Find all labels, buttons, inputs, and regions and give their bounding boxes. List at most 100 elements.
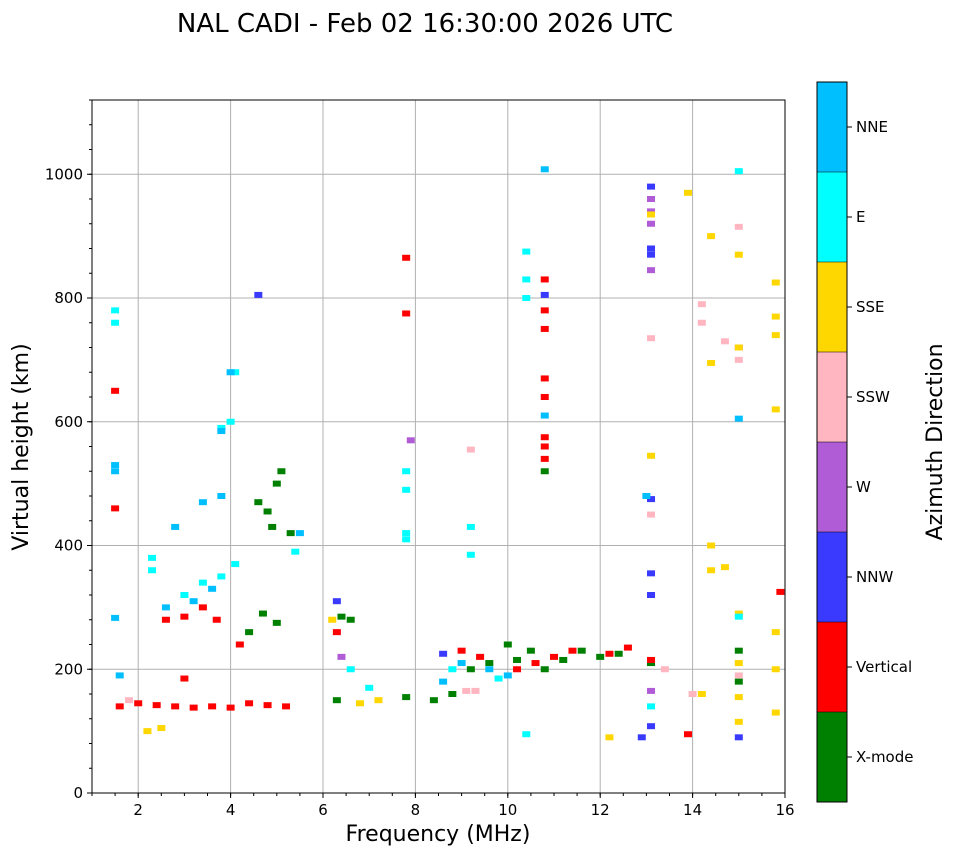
- data-point-sse: [771, 313, 780, 320]
- data-point-x-mode: [286, 530, 295, 537]
- grid-lines: [92, 100, 785, 793]
- data-point-vertical: [550, 653, 558, 660]
- data-point-vertical: [402, 310, 411, 317]
- data-point-vertical: [776, 588, 785, 595]
- data-point-w: [337, 653, 346, 660]
- data-point-vertical: [457, 647, 466, 654]
- data-point-nne: [217, 493, 226, 499]
- data-point-x-mode: [596, 653, 605, 660]
- data-point-sse: [734, 718, 743, 725]
- data-point-w: [647, 220, 656, 227]
- data-point-e: [494, 675, 503, 682]
- data-point-sse: [734, 660, 743, 667]
- data-point-sse: [707, 359, 716, 366]
- y-tick-label: 800: [54, 289, 83, 307]
- colorbar-tick-label: Vertical: [856, 658, 912, 676]
- data-point-nnw: [647, 723, 656, 730]
- data-point-sse: [734, 344, 743, 351]
- plot-area: [92, 100, 785, 793]
- data-point-vertical: [171, 703, 180, 710]
- colorbar-segment: [817, 172, 847, 262]
- data-point-ssw: [660, 666, 669, 673]
- data-point-e: [466, 523, 475, 530]
- data-point-vertical: [540, 276, 549, 283]
- data-point-sse: [734, 251, 743, 258]
- data-point-e: [231, 369, 240, 376]
- data-point-sse: [605, 734, 614, 741]
- data-point-sse: [355, 700, 364, 707]
- data-point-e: [734, 168, 743, 175]
- data-point-x-mode: [263, 508, 272, 515]
- data-point-ssw: [124, 697, 133, 704]
- chart-title: NAL CADI - Feb 02 16:30:00 2026 UTC: [177, 9, 673, 39]
- data-point-ssw: [720, 338, 729, 345]
- data-point-sse: [720, 564, 729, 571]
- x-axis-ticks: 2 4 6 8 10 12 14 16: [91, 793, 795, 819]
- data-point-vertical: [683, 731, 692, 738]
- colorbar-tick-label: NNW: [856, 568, 893, 586]
- data-point-x-mode: [614, 650, 623, 657]
- colorbar-tick-label: NNE: [856, 118, 888, 136]
- data-point-ssw: [697, 301, 706, 308]
- data-point-sse: [143, 728, 152, 735]
- data-point-vertical: [115, 703, 124, 710]
- data-point-sse: [771, 709, 780, 716]
- data-point-vertical: [568, 647, 577, 654]
- data-point-e: [148, 567, 157, 574]
- data-point-nne: [111, 462, 120, 469]
- data-point-e: [647, 703, 656, 710]
- data-point-w: [647, 267, 656, 274]
- data-point-sse: [328, 616, 337, 623]
- y-tick-label: 600: [54, 413, 83, 431]
- data-point-vertical: [540, 307, 549, 314]
- data-point-ssw: [734, 672, 743, 679]
- data-point-sse: [771, 332, 780, 339]
- data-point-x-mode: [577, 647, 586, 654]
- data-point-nne: [457, 660, 466, 667]
- data-point-x-mode: [734, 647, 743, 654]
- data-point-sse: [683, 189, 692, 196]
- data-point-nnw: [540, 291, 549, 298]
- data-point-vertical: [605, 650, 614, 657]
- data-point-nne: [161, 604, 170, 611]
- data-point-x-mode: [429, 697, 438, 704]
- data-point-vertical: [540, 325, 549, 332]
- data-point-nnw: [647, 496, 656, 503]
- data-point-x-mode: [526, 647, 535, 654]
- data-point-vertical: [540, 443, 549, 450]
- data-point-sse: [707, 233, 716, 240]
- data-point-vertical: [180, 613, 189, 620]
- y-tick-label: 1000: [45, 165, 83, 183]
- data-point-nnw: [647, 251, 656, 258]
- data-point-nne: [115, 672, 124, 679]
- data-points: [111, 166, 785, 741]
- data-point-e: [291, 548, 300, 555]
- data-point-w: [647, 687, 656, 694]
- x-tick-label: 4: [226, 801, 236, 819]
- colorbar-tick-label: X-mode: [856, 748, 913, 766]
- data-point-ssw: [734, 356, 743, 363]
- data-point-vertical: [198, 604, 207, 611]
- data-point-nnw: [254, 291, 263, 298]
- data-point-e: [448, 666, 457, 673]
- data-point-vertical: [226, 704, 235, 711]
- data-point-vertical: [476, 653, 485, 660]
- y-axis-label: Virtual height (km): [9, 343, 34, 550]
- data-point-vertical: [152, 702, 161, 709]
- data-point-e: [402, 468, 411, 475]
- data-point-x-mode: [559, 656, 568, 663]
- data-point-vertical: [540, 394, 549, 400]
- data-point-x-mode: [503, 641, 512, 648]
- data-point-w: [647, 196, 656, 202]
- data-point-nnw: [439, 650, 448, 657]
- data-point-vertical: [540, 375, 549, 382]
- data-point-nne: [171, 523, 180, 530]
- data-point-vertical: [623, 644, 632, 651]
- y-tick-label: 200: [54, 660, 83, 678]
- x-tick-label: 14: [683, 801, 702, 819]
- data-point-x-mode: [272, 480, 281, 487]
- data-point-e: [217, 424, 226, 431]
- data-point-nnw: [647, 570, 656, 577]
- data-point-x-mode: [647, 660, 656, 667]
